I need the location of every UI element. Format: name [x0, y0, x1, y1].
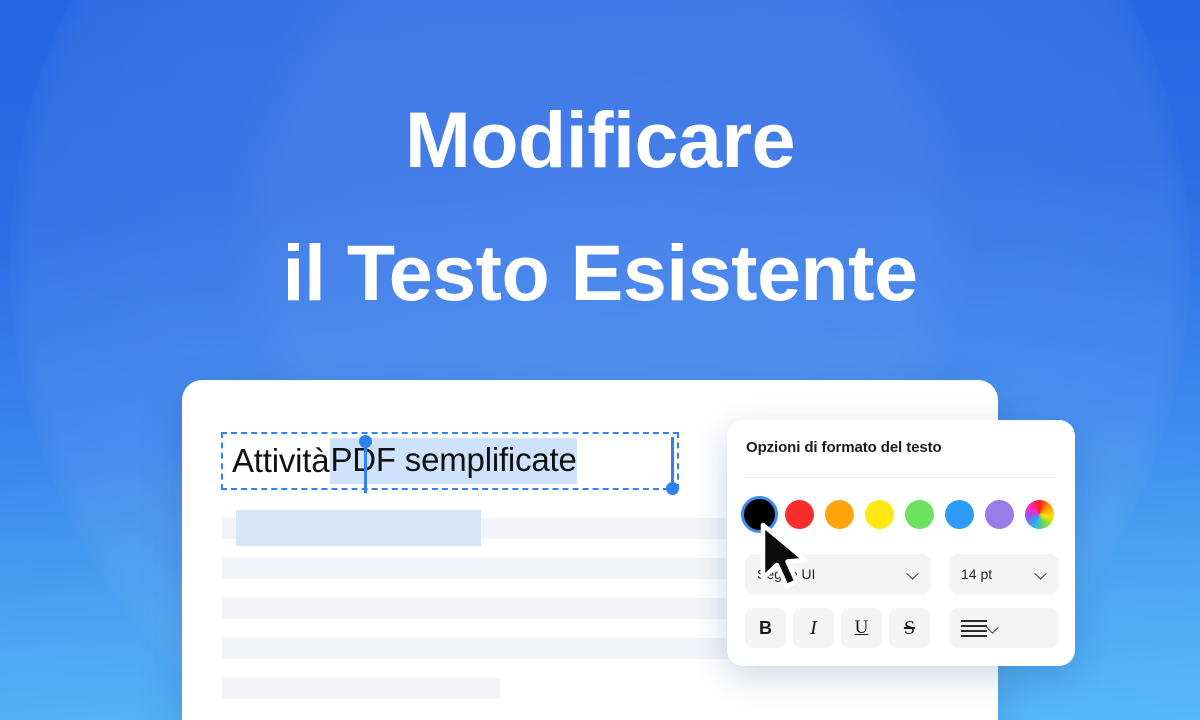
- align-justify-icon: [961, 619, 987, 637]
- font-family-value: Segoe UI: [757, 566, 816, 582]
- color-swatch-rainbow[interactable]: [1025, 500, 1054, 529]
- page-title-line-1: Modificare: [404, 95, 796, 184]
- color-swatch-black[interactable]: [741, 496, 778, 533]
- font-size-dropdown[interactable]: 14 pt: [949, 554, 1059, 594]
- color-swatch-orange[interactable]: [825, 500, 854, 529]
- text-unselected-run: Attività: [232, 442, 330, 479]
- text-edit-box[interactable]: Attività PDF semplificate: [221, 432, 679, 490]
- chevron-down-icon: [987, 622, 999, 634]
- color-swatch-purple[interactable]: [985, 500, 1014, 529]
- page-title-line-2: il Testo Esistente: [282, 227, 918, 317]
- selection-handle-bar: [364, 441, 367, 493]
- color-swatch-yellow[interactable]: [865, 500, 894, 529]
- selection-handle-dot[interactable]: [666, 482, 679, 495]
- color-swatch-row: [741, 496, 1059, 536]
- panel-divider: [746, 477, 1056, 478]
- panel-title: Opzioni di formato del testo: [746, 439, 942, 456]
- strikethrough-button[interactable]: S: [889, 608, 930, 648]
- selection-handle-dot[interactable]: [359, 435, 372, 448]
- text-edit-content[interactable]: Attività PDF semplificate: [223, 434, 677, 488]
- color-swatch-blue[interactable]: [945, 500, 974, 529]
- italic-button[interactable]: I: [793, 608, 834, 648]
- underline-button[interactable]: U: [841, 608, 882, 648]
- text-selected-run: PDF semplificate: [330, 438, 577, 484]
- selection-handle-bar: [671, 437, 674, 487]
- page-title: Modificare il Testo Esistente: [0, 74, 1200, 339]
- font-family-dropdown[interactable]: Segoe UI: [745, 554, 931, 594]
- document-highlight-block: [236, 510, 481, 546]
- color-swatch-green[interactable]: [905, 500, 934, 529]
- color-swatch-red[interactable]: [785, 500, 814, 529]
- bold-button[interactable]: B: [745, 608, 786, 648]
- text-align-dropdown[interactable]: [949, 608, 1059, 648]
- chevron-down-icon: [907, 568, 919, 580]
- font-size-value: 14 pt: [961, 566, 993, 582]
- document-placeholder-line: [222, 678, 500, 699]
- text-format-panel: Opzioni di formato del testo Segoe UI 14…: [727, 420, 1075, 666]
- chevron-down-icon: [1035, 568, 1047, 580]
